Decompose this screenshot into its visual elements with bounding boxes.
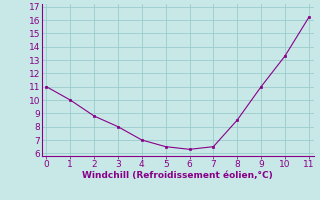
- X-axis label: Windchill (Refroidissement éolien,°C): Windchill (Refroidissement éolien,°C): [82, 171, 273, 180]
